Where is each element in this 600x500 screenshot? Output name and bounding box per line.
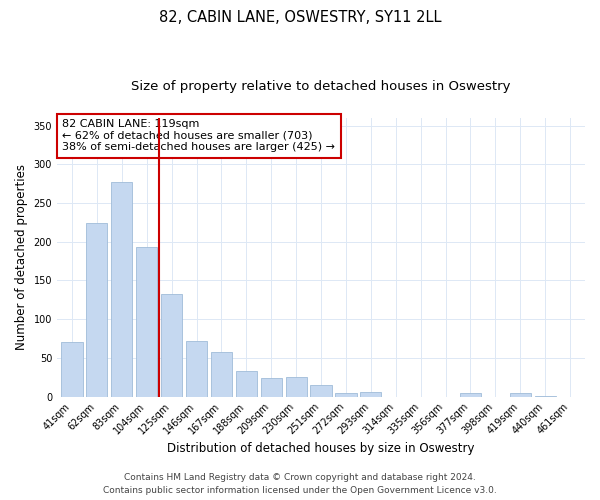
Bar [236,371,257,396]
Text: Contains HM Land Registry data © Crown copyright and database right 2024.
Contai: Contains HM Land Registry data © Crown c… [103,474,497,495]
Bar [310,385,332,396]
Bar [286,377,307,396]
Bar [509,392,531,396]
Text: 82, CABIN LANE, OSWESTRY, SY11 2LL: 82, CABIN LANE, OSWESTRY, SY11 2LL [159,10,441,25]
Text: 82 CABIN LANE: 119sqm
← 62% of detached houses are smaller (703)
38% of semi-det: 82 CABIN LANE: 119sqm ← 62% of detached … [62,119,335,152]
Y-axis label: Number of detached properties: Number of detached properties [15,164,28,350]
X-axis label: Distribution of detached houses by size in Oswestry: Distribution of detached houses by size … [167,442,475,455]
Bar [260,378,282,396]
Bar [335,394,356,396]
Bar [111,182,133,396]
Bar [161,294,182,396]
Bar [61,342,83,396]
Bar [460,392,481,396]
Bar [360,392,382,396]
Bar [211,352,232,397]
Bar [86,223,107,396]
Bar [136,247,157,396]
Bar [186,341,207,396]
Title: Size of property relative to detached houses in Oswestry: Size of property relative to detached ho… [131,80,511,93]
